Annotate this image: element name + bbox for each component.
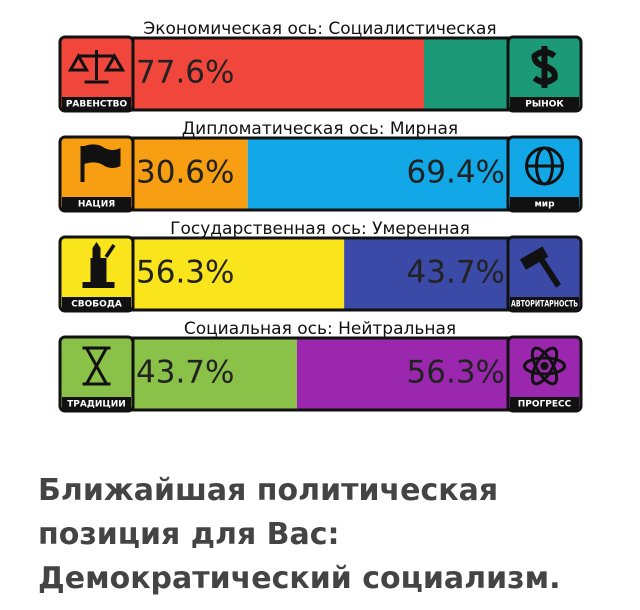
icon-symbol xyxy=(82,346,111,386)
bar-left xyxy=(133,338,297,410)
bar-right xyxy=(296,338,508,410)
percent-left: 56.3% xyxy=(136,255,234,291)
icon-symbol xyxy=(540,362,549,370)
percent-left: 77.6% xyxy=(136,55,234,91)
icon-label: РАВЕНСТВО xyxy=(66,100,128,110)
icon-label: НАЦИЯ xyxy=(78,200,115,210)
icon-symbol xyxy=(82,242,116,288)
icon-box xyxy=(506,135,583,213)
icon-label-bg xyxy=(510,397,579,410)
axis-title: Государственная ось: Умеренная xyxy=(170,219,470,239)
bar-left xyxy=(133,138,248,210)
icon-symbol xyxy=(531,46,558,88)
axis-row: Экономическая ось: Социалистическая 77.6%… xyxy=(58,19,583,113)
result-line: позиция для Вас: xyxy=(38,517,340,552)
icon-label: РЫНОК xyxy=(525,100,564,110)
icon-label-bg xyxy=(62,97,131,110)
icon-label: АВТОРИТАРНОСТЬ xyxy=(511,300,578,310)
axis-title: Социальная ось: Нейтральная xyxy=(184,319,456,339)
result-line: Ближайшая политическая xyxy=(38,473,498,508)
axis-row: Государственная ось: Умеренная 56.3% 43.7%… xyxy=(58,219,583,313)
icon-label: СВОБОДА xyxy=(71,300,122,310)
bar-left xyxy=(133,38,424,110)
percent-left: 30.6% xyxy=(136,155,234,191)
percent-right: 69.4% xyxy=(407,155,505,191)
icon-symbol xyxy=(67,52,126,72)
icon-box xyxy=(58,335,135,413)
icon-symbol xyxy=(530,346,559,386)
axis-title: Дипломатическая ось: Мирная xyxy=(182,119,458,139)
icon-symbol xyxy=(530,346,559,386)
bar-right xyxy=(247,138,508,210)
bar-right xyxy=(424,38,508,110)
axis-row: Дипломатическая ось: Мирная 30.6% 69.4% НАЦ… xyxy=(58,119,583,213)
icon-label-bg xyxy=(62,297,131,310)
icon-symbol xyxy=(537,256,562,288)
icon-label: мир xyxy=(534,200,555,210)
axis-title: Экономическая ось: Социалистическая xyxy=(143,19,496,39)
icon-symbol xyxy=(523,356,566,376)
icon-label-bg xyxy=(510,97,579,110)
icon-label-bg xyxy=(62,397,131,410)
axis-row: Социальная ось: Нейтральная 43.7% 56.3% ТРА… xyxy=(58,319,583,413)
percent-right: 43.7% xyxy=(407,255,505,291)
icon-label: ТРАДИЦИИ xyxy=(67,400,126,410)
icon-symbol xyxy=(80,144,121,182)
icon-label-bg xyxy=(510,297,579,310)
percent-right: 56.3% xyxy=(407,355,505,391)
icon-label-bg xyxy=(510,197,579,210)
icon-symbol xyxy=(519,246,549,270)
icon-label-bg xyxy=(62,197,131,210)
icon-label: ПРОГРЕСС xyxy=(518,400,572,410)
percent-left: 43.7% xyxy=(136,355,234,391)
bar-right xyxy=(344,238,508,310)
result-line: Демократический социализм. xyxy=(38,561,561,596)
icon-box xyxy=(506,235,583,313)
bar-left xyxy=(133,238,345,310)
